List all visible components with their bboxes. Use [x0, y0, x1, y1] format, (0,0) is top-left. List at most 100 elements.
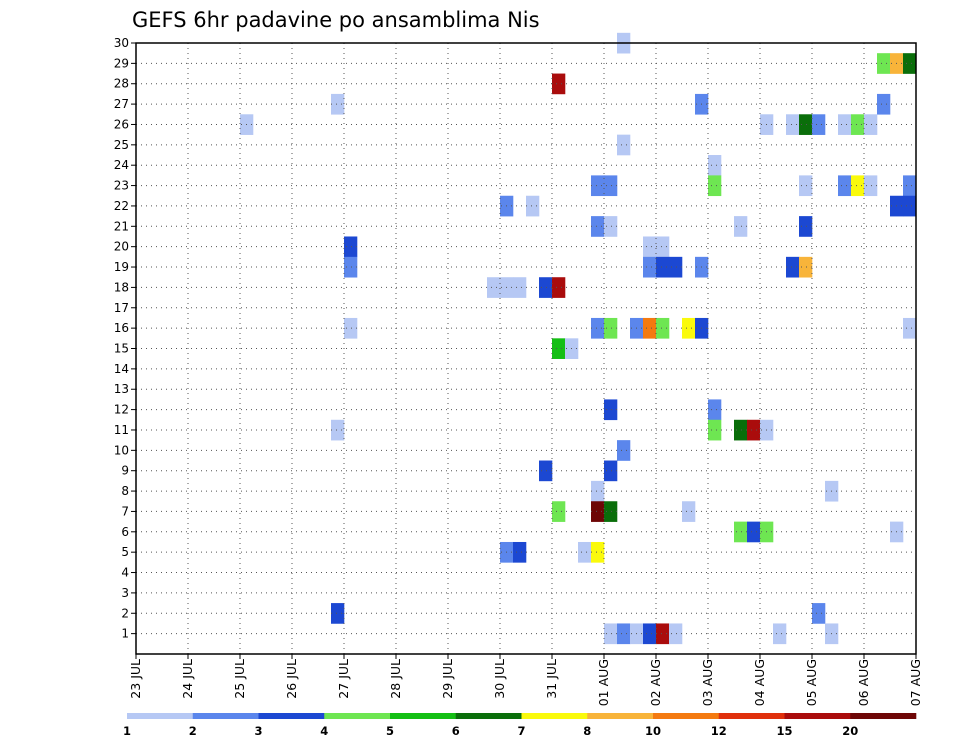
precip-cell [604, 317, 618, 339]
precip-cell [591, 541, 605, 563]
precip-cell [682, 317, 696, 339]
precip-cell [604, 216, 618, 237]
precip-cell [708, 155, 722, 176]
y-tick-label: 26 [114, 117, 129, 131]
precip-cell [344, 236, 358, 258]
precip-cell [604, 460, 618, 482]
y-tick-label: 15 [114, 342, 129, 356]
precip-cell [539, 277, 553, 298]
colorbar-label: 20 [842, 724, 858, 738]
precip-cell [734, 216, 748, 237]
precip-cell [591, 216, 605, 237]
precip-cell [552, 501, 566, 522]
precip-cell [812, 603, 826, 624]
x-tick-label: 24 JUL [180, 659, 195, 699]
y-tick-label: 23 [114, 179, 129, 193]
y-tick-label: 9 [121, 464, 129, 478]
precip-cell [864, 175, 878, 197]
colorbar-label: 7 [517, 724, 525, 738]
precip-cell [734, 419, 748, 441]
colorbar-swatch [258, 713, 325, 719]
x-tick-label: 29 JUL [440, 659, 455, 699]
colorbar-label: 12 [711, 724, 727, 738]
precip-cell [344, 317, 358, 339]
precip-cell [643, 236, 657, 258]
colorbar-swatch [127, 713, 194, 719]
precip-cell [591, 501, 605, 522]
precip-cell [617, 623, 631, 645]
x-tick-label: 26 JUL [284, 659, 299, 699]
precip-cell [604, 399, 618, 421]
x-tick-label: 07 AUG [908, 659, 923, 706]
precip-cell [903, 175, 917, 197]
precip-cell [786, 256, 800, 278]
colorbar-label: 6 [452, 724, 460, 738]
y-tick-label: 5 [121, 545, 129, 559]
precip-cell [513, 541, 527, 563]
precip-cell [708, 175, 722, 197]
precip-cell [591, 175, 605, 197]
precip-cell [656, 317, 670, 339]
x-tick-label: 27 JUL [336, 659, 351, 699]
precip-cell [773, 623, 787, 645]
precip-cell [617, 440, 631, 461]
colorbar-swatch [587, 713, 654, 719]
colorbar-label: 10 [645, 724, 661, 738]
precip-cell [552, 277, 566, 298]
precip-cell [903, 195, 917, 217]
precip-cell [591, 317, 605, 339]
precip-cell [799, 216, 813, 237]
x-axis: 23 JUL 24 JUL 25 JUL 26 JUL 27 JUL 28 JUL 29 J… [128, 654, 923, 706]
precip-cell [851, 114, 865, 135]
precip-cell [552, 73, 566, 95]
precip-cell [877, 53, 891, 74]
y-tick-label: 24 [114, 158, 129, 172]
y-tick-label: 1 [121, 627, 129, 641]
precip-cell [331, 603, 345, 624]
colorbar-swatch [192, 713, 259, 719]
precip-cell [877, 93, 891, 115]
precip-cell [513, 277, 527, 298]
precip-cell [747, 521, 761, 543]
precip-cell [643, 317, 657, 339]
y-axis: 1234567891011121314151617181920212223242… [114, 36, 136, 641]
y-tick-label: 12 [114, 403, 129, 417]
precip-cell [487, 277, 501, 298]
precip-cell [734, 521, 748, 543]
precip-cell [604, 175, 618, 197]
x-tick-label: 02 AUG [648, 659, 663, 706]
colorbar-swatch [784, 713, 851, 719]
precip-cell [786, 114, 800, 135]
precip-cell [838, 114, 852, 135]
colorbar-swatch [455, 713, 522, 719]
x-tick-label: 05 AUG [804, 659, 819, 706]
precip-cell [331, 93, 345, 115]
colorbar-label: 1 [123, 724, 131, 738]
precip-cell [656, 256, 670, 278]
y-tick-label: 21 [114, 219, 129, 233]
colorbar-label: 4 [320, 724, 328, 738]
colorbar-swatch [324, 713, 391, 719]
y-tick-label: 28 [114, 77, 129, 91]
precip-cell [669, 623, 683, 645]
colorbar-swatch [521, 713, 588, 719]
grid-lines [136, 42, 916, 654]
x-tick-label: 31 JUL [544, 659, 559, 699]
y-tick-label: 25 [114, 138, 129, 152]
colorbar-label: 15 [776, 724, 792, 738]
precip-cell [656, 623, 670, 645]
x-tick-label: 30 JUL [492, 659, 507, 699]
y-tick-label: 19 [114, 260, 129, 274]
precip-cell [643, 623, 657, 645]
precip-cell [539, 460, 553, 482]
precip-cell [682, 501, 696, 522]
y-tick-label: 29 [114, 56, 129, 70]
colorbar: 1 2 3 4 5 6 7 8 10 12 15 20 [123, 713, 917, 738]
x-tick-label: 03 AUG [700, 659, 715, 706]
colorbar-label: 2 [189, 724, 197, 738]
precip-cell [799, 175, 813, 197]
colorbar-label: 5 [386, 724, 394, 738]
colorbar-swatch [718, 713, 785, 719]
x-tick-label: 01 AUG [596, 659, 611, 706]
precip-cell [864, 114, 878, 135]
